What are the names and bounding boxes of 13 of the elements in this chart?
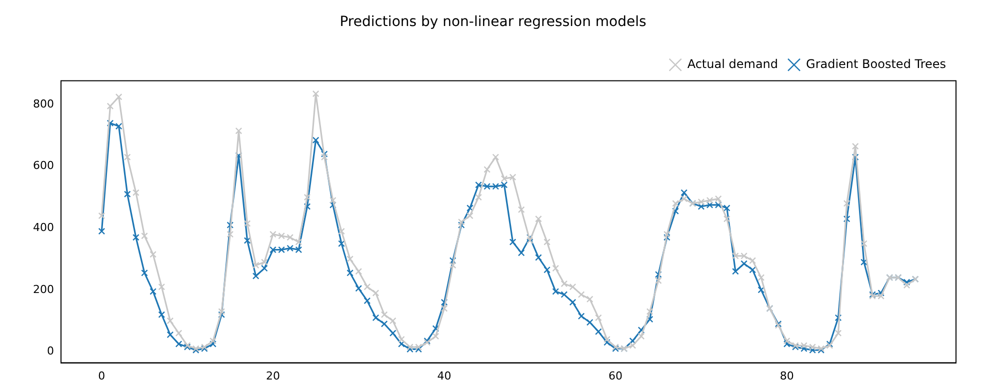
chart-title: Predictions by non-linear regression models bbox=[340, 14, 646, 30]
x-tick-label: 0 bbox=[98, 369, 106, 382]
x-tick-label: 80 bbox=[780, 369, 794, 382]
y-tick-label: 600 bbox=[32, 159, 54, 172]
y-tick-label: 400 bbox=[32, 220, 54, 234]
y-tick-label: 800 bbox=[32, 97, 54, 110]
y-tick-label: 0 bbox=[46, 344, 54, 358]
x-tick-label: 20 bbox=[266, 369, 280, 382]
y-tick-label: 200 bbox=[32, 282, 54, 296]
legend-label: Gradient Boosted Trees bbox=[806, 56, 946, 71]
legend-label: Actual demand bbox=[687, 56, 778, 71]
x-tick-label: 40 bbox=[437, 369, 452, 382]
x-tick-label: 60 bbox=[608, 369, 623, 382]
